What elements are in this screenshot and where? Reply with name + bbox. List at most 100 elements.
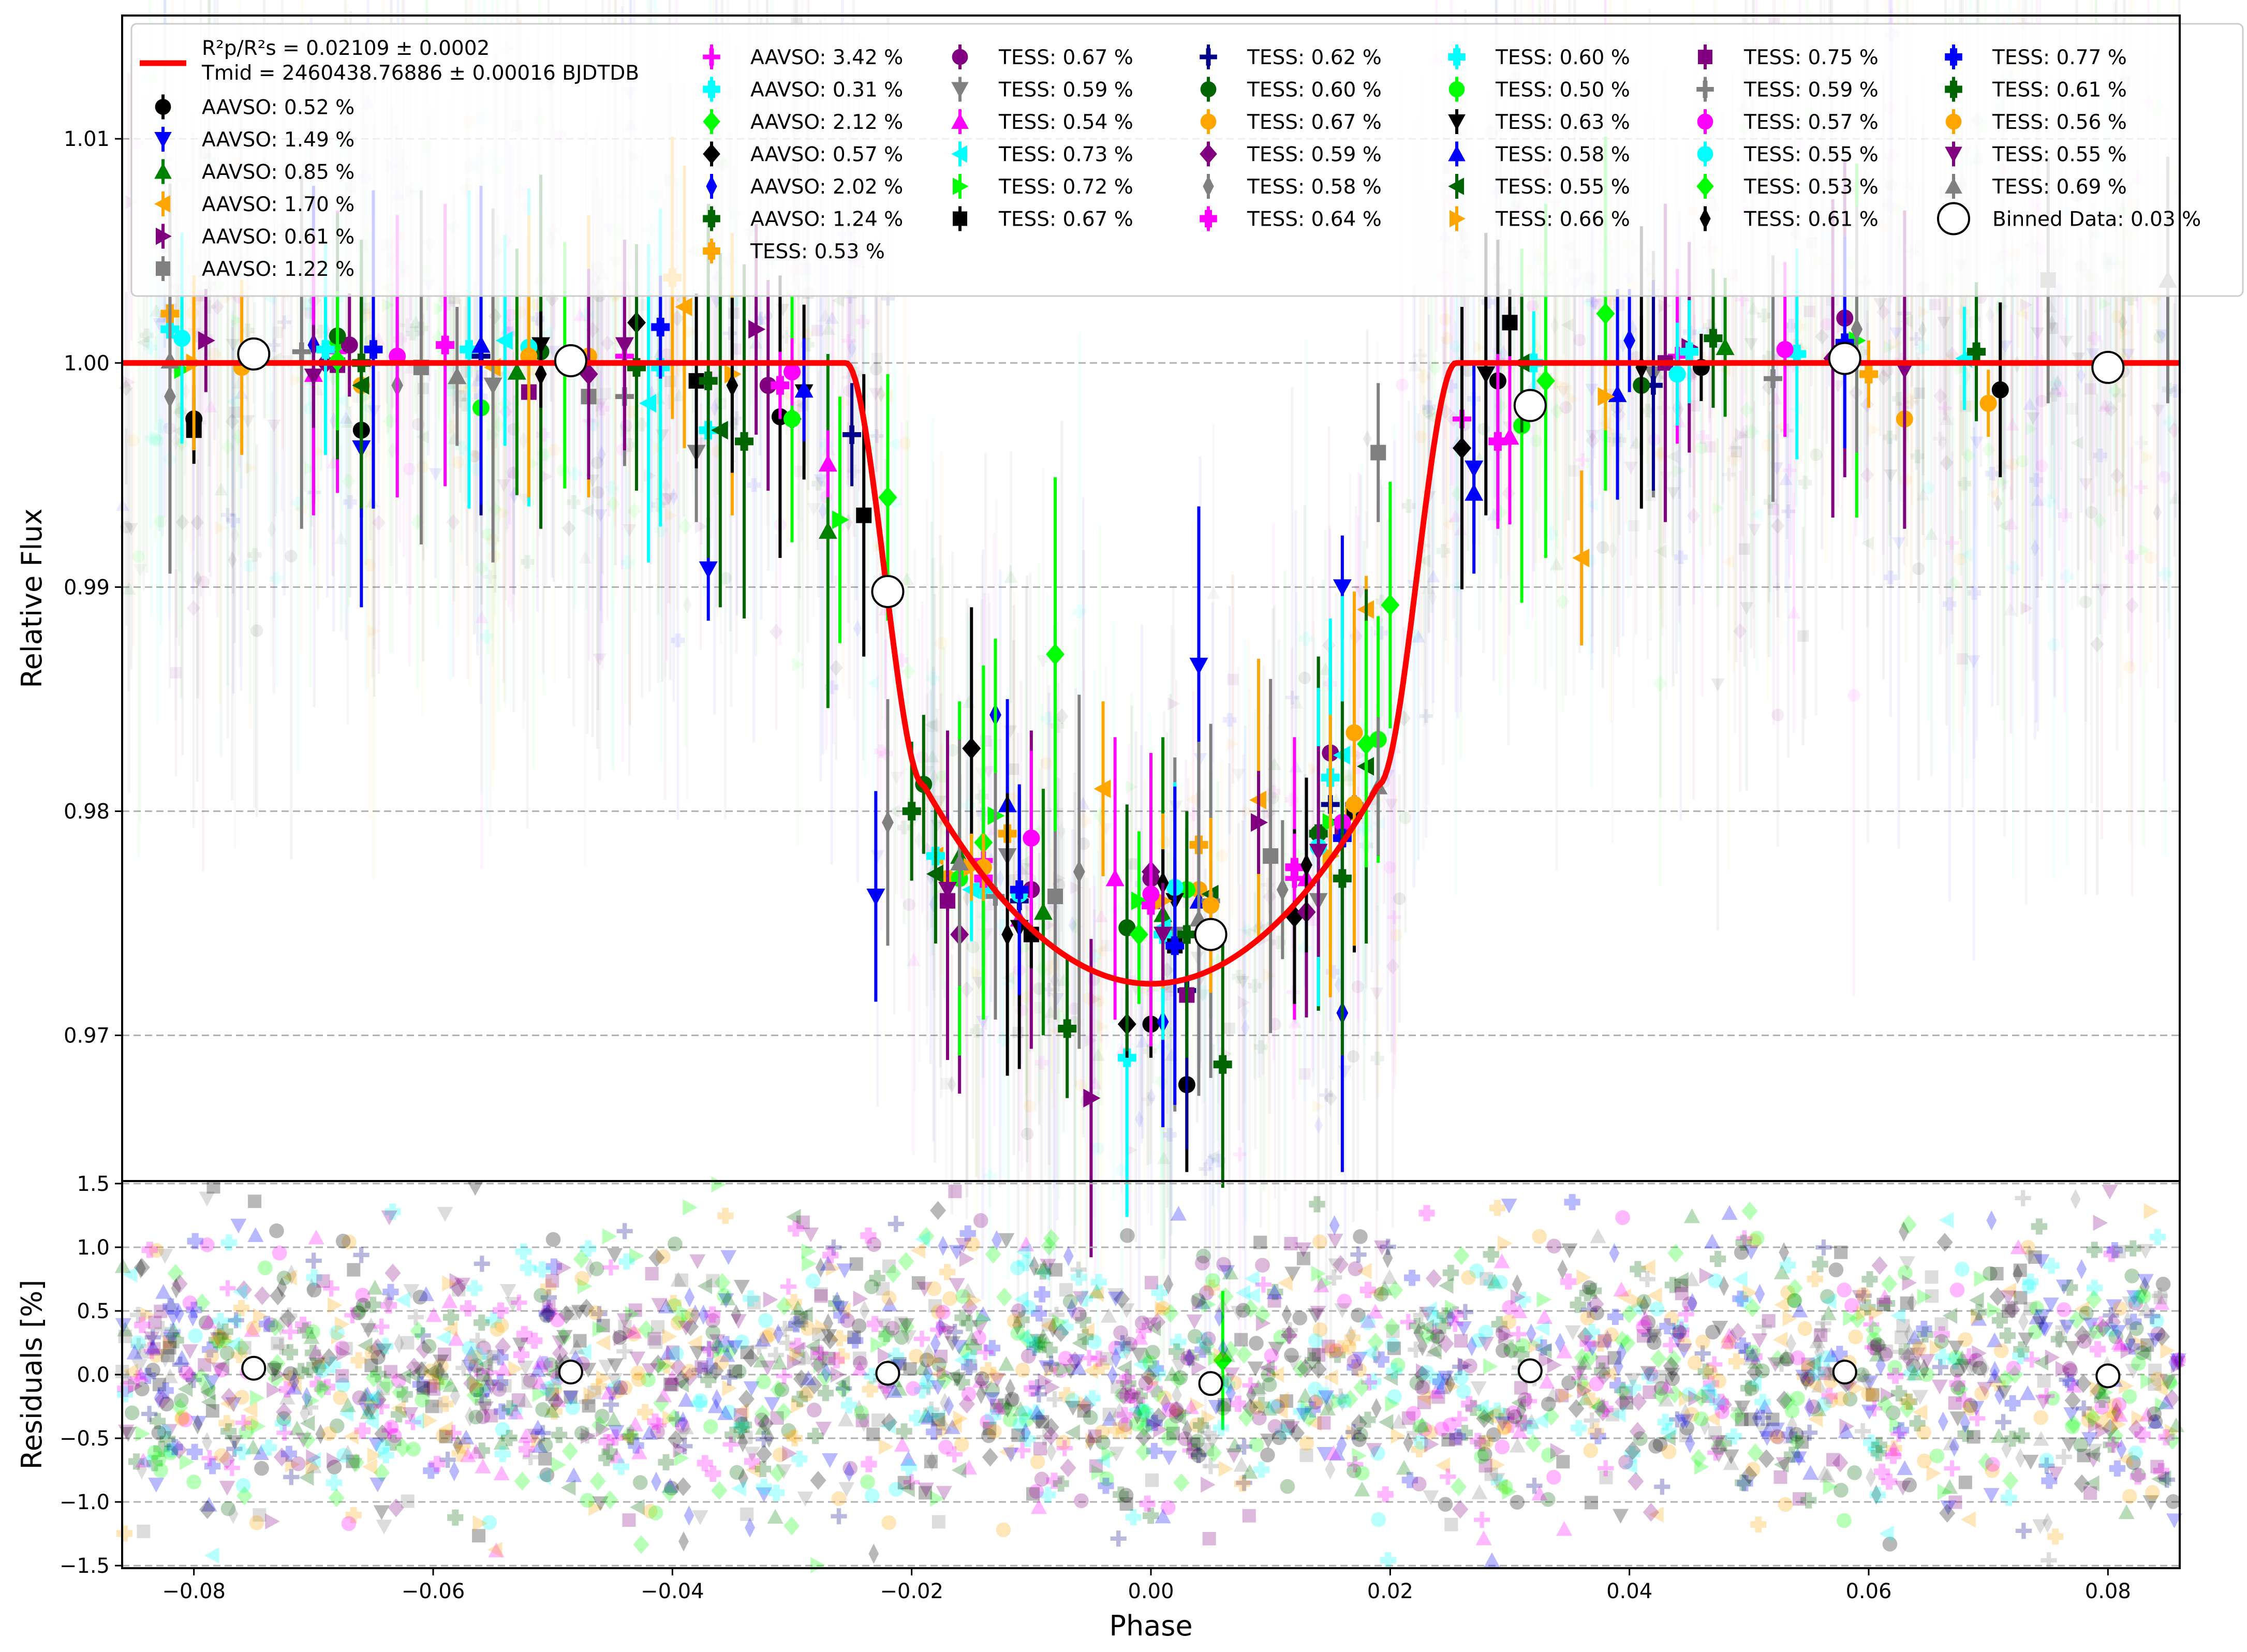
- flux-measurement-point: [914, 831, 924, 849]
- residual-point: [538, 1452, 552, 1466]
- residual-point: [1030, 1454, 1045, 1469]
- flux-measurement-point: [926, 671, 940, 686]
- flux-measurement-point: [907, 953, 921, 966]
- binned-flux-point: [237, 337, 271, 371]
- flux-measurement-point: [946, 744, 959, 757]
- flux-measurement-point: [1739, 602, 1754, 615]
- legend-label: AAVSO: 0.31 %: [750, 79, 903, 102]
- flux-measurement-point: [1568, 465, 1580, 477]
- series-point: [784, 410, 801, 428]
- flux-measurement-point: [2110, 467, 2124, 484]
- flux-measurement-point: [1020, 941, 1033, 955]
- residual-point-shape: [466, 1280, 483, 1296]
- residual-point: [1643, 1385, 1657, 1399]
- binned-flux-point: [1513, 389, 1547, 422]
- flux-measurement-point: [546, 346, 560, 359]
- flux-measurement-point-shape: [2060, 569, 2074, 584]
- residual-point: [807, 1403, 822, 1418]
- flux-measurement-point: [1233, 1147, 1247, 1161]
- residual-point-shape: [2125, 1240, 2141, 1257]
- residual-point: [1728, 1353, 1745, 1369]
- legend-label: TESS: 0.59 %: [1247, 143, 1382, 167]
- residual-point: [2149, 1229, 2166, 1245]
- residual-point: [1325, 1459, 1336, 1480]
- legend-label: TESS: 0.66 %: [1495, 208, 1630, 231]
- flux-measurement-point-shape: [747, 478, 761, 492]
- flux-measurement-point: [1962, 367, 1971, 385]
- legend-marker-swatch: [953, 211, 967, 226]
- series-point: [1105, 869, 1125, 887]
- flux-measurement-point: [1666, 487, 1680, 500]
- flux-measurement-point: [403, 463, 416, 476]
- residual-point: [204, 1547, 219, 1564]
- flux-measurement-point: [417, 382, 429, 394]
- flux-measurement-point: [903, 898, 915, 911]
- flux-measurement-point-shape: [1722, 467, 1736, 482]
- residual-point: [198, 1358, 212, 1372]
- residual-point: [1960, 1511, 1976, 1528]
- flux-measurement-point: [1157, 1151, 1171, 1164]
- flux-measurement-point-shape: [343, 495, 357, 509]
- flux-measurement-point-shape: [455, 441, 469, 455]
- residual-point: [2019, 1385, 2036, 1400]
- series-point: [784, 363, 801, 381]
- legend-label: AAVSO: 1.22 %: [202, 258, 354, 281]
- residual-point-shape: [2047, 1528, 2064, 1545]
- flux-measurement-point: [1347, 1050, 1360, 1063]
- flux-measurement-point: [2141, 450, 2154, 464]
- residual-point: [1546, 1238, 1562, 1254]
- legend-label: AAVSO: 0.61 %: [202, 226, 354, 249]
- flux-measurement-point: [651, 498, 666, 512]
- residual-point: [740, 1507, 754, 1521]
- flux-measurement-point: [1008, 763, 1019, 775]
- flux-tick-label: 0.98: [64, 800, 110, 823]
- flux-measurement-point: [578, 551, 593, 564]
- residual-point: [589, 1471, 606, 1491]
- flux-measurement-point: [428, 468, 442, 481]
- legend-label: TESS: 0.67 %: [998, 46, 1133, 69]
- legend-label: AAVSO: 0.85 %: [202, 161, 354, 184]
- flux-measurement-point: [527, 456, 540, 471]
- legend-label: AAVSO: 1.70 %: [202, 193, 354, 216]
- flux-measurement-point: [1746, 302, 1761, 315]
- legend-label: TESS: 0.67 %: [1247, 111, 1382, 134]
- flux-measurement-point: [1298, 671, 1311, 685]
- flux-measurement-point: [127, 434, 140, 447]
- flux-measurement-point: [1021, 1127, 1034, 1141]
- flux-measurement-point: [304, 462, 317, 476]
- residual-point: [1483, 1358, 1498, 1375]
- flux-measurement-point-shape: [1413, 348, 1427, 363]
- residual-point: [1772, 1331, 1788, 1348]
- residual-point: [1654, 1479, 1671, 1495]
- flux-measurement-point: [1815, 328, 1829, 345]
- flux-measurement-point: [1932, 432, 1947, 446]
- residual-point: [1709, 1250, 1726, 1267]
- flux-measurement-point: [637, 299, 648, 311]
- flux-measurement-point: [1135, 1110, 1144, 1128]
- flux-measurement-point: [2026, 422, 2038, 436]
- flux-measurement-point-shape: [140, 328, 154, 343]
- residual-point: [973, 1213, 988, 1228]
- legend-label: TESS: 0.60 %: [1495, 46, 1630, 69]
- residual-point-shape: [2031, 1218, 2047, 1235]
- flux-measurement-point: [1929, 299, 1941, 311]
- flux-measurement-point: [170, 667, 182, 679]
- flux-measurement-point-shape: [270, 572, 284, 586]
- flux-measurement-point: [229, 406, 241, 418]
- flux-measurement-point: [343, 495, 357, 509]
- flux-measurement-point-shape: [1657, 401, 1671, 415]
- flux-measurement-point: [974, 790, 989, 804]
- flux-measurement-point-shape: [1254, 1040, 1268, 1054]
- flux-measurement-point-shape: [974, 790, 989, 804]
- residual-point-shape: [616, 1223, 633, 1240]
- residual-point-shape: [219, 1280, 236, 1296]
- flux-tick-label: 1.00: [64, 351, 110, 375]
- flux-measurement-point-shape: [2134, 480, 2148, 494]
- flux-measurement-point: [2035, 460, 2048, 473]
- flux-measurement-point: [728, 307, 740, 319]
- flux-measurement-point: [1559, 401, 1572, 414]
- residual-point: [1484, 1552, 1500, 1567]
- residual-point: [385, 1263, 401, 1282]
- residual-point: [1509, 1437, 1526, 1453]
- residual-point: [1900, 1296, 1914, 1310]
